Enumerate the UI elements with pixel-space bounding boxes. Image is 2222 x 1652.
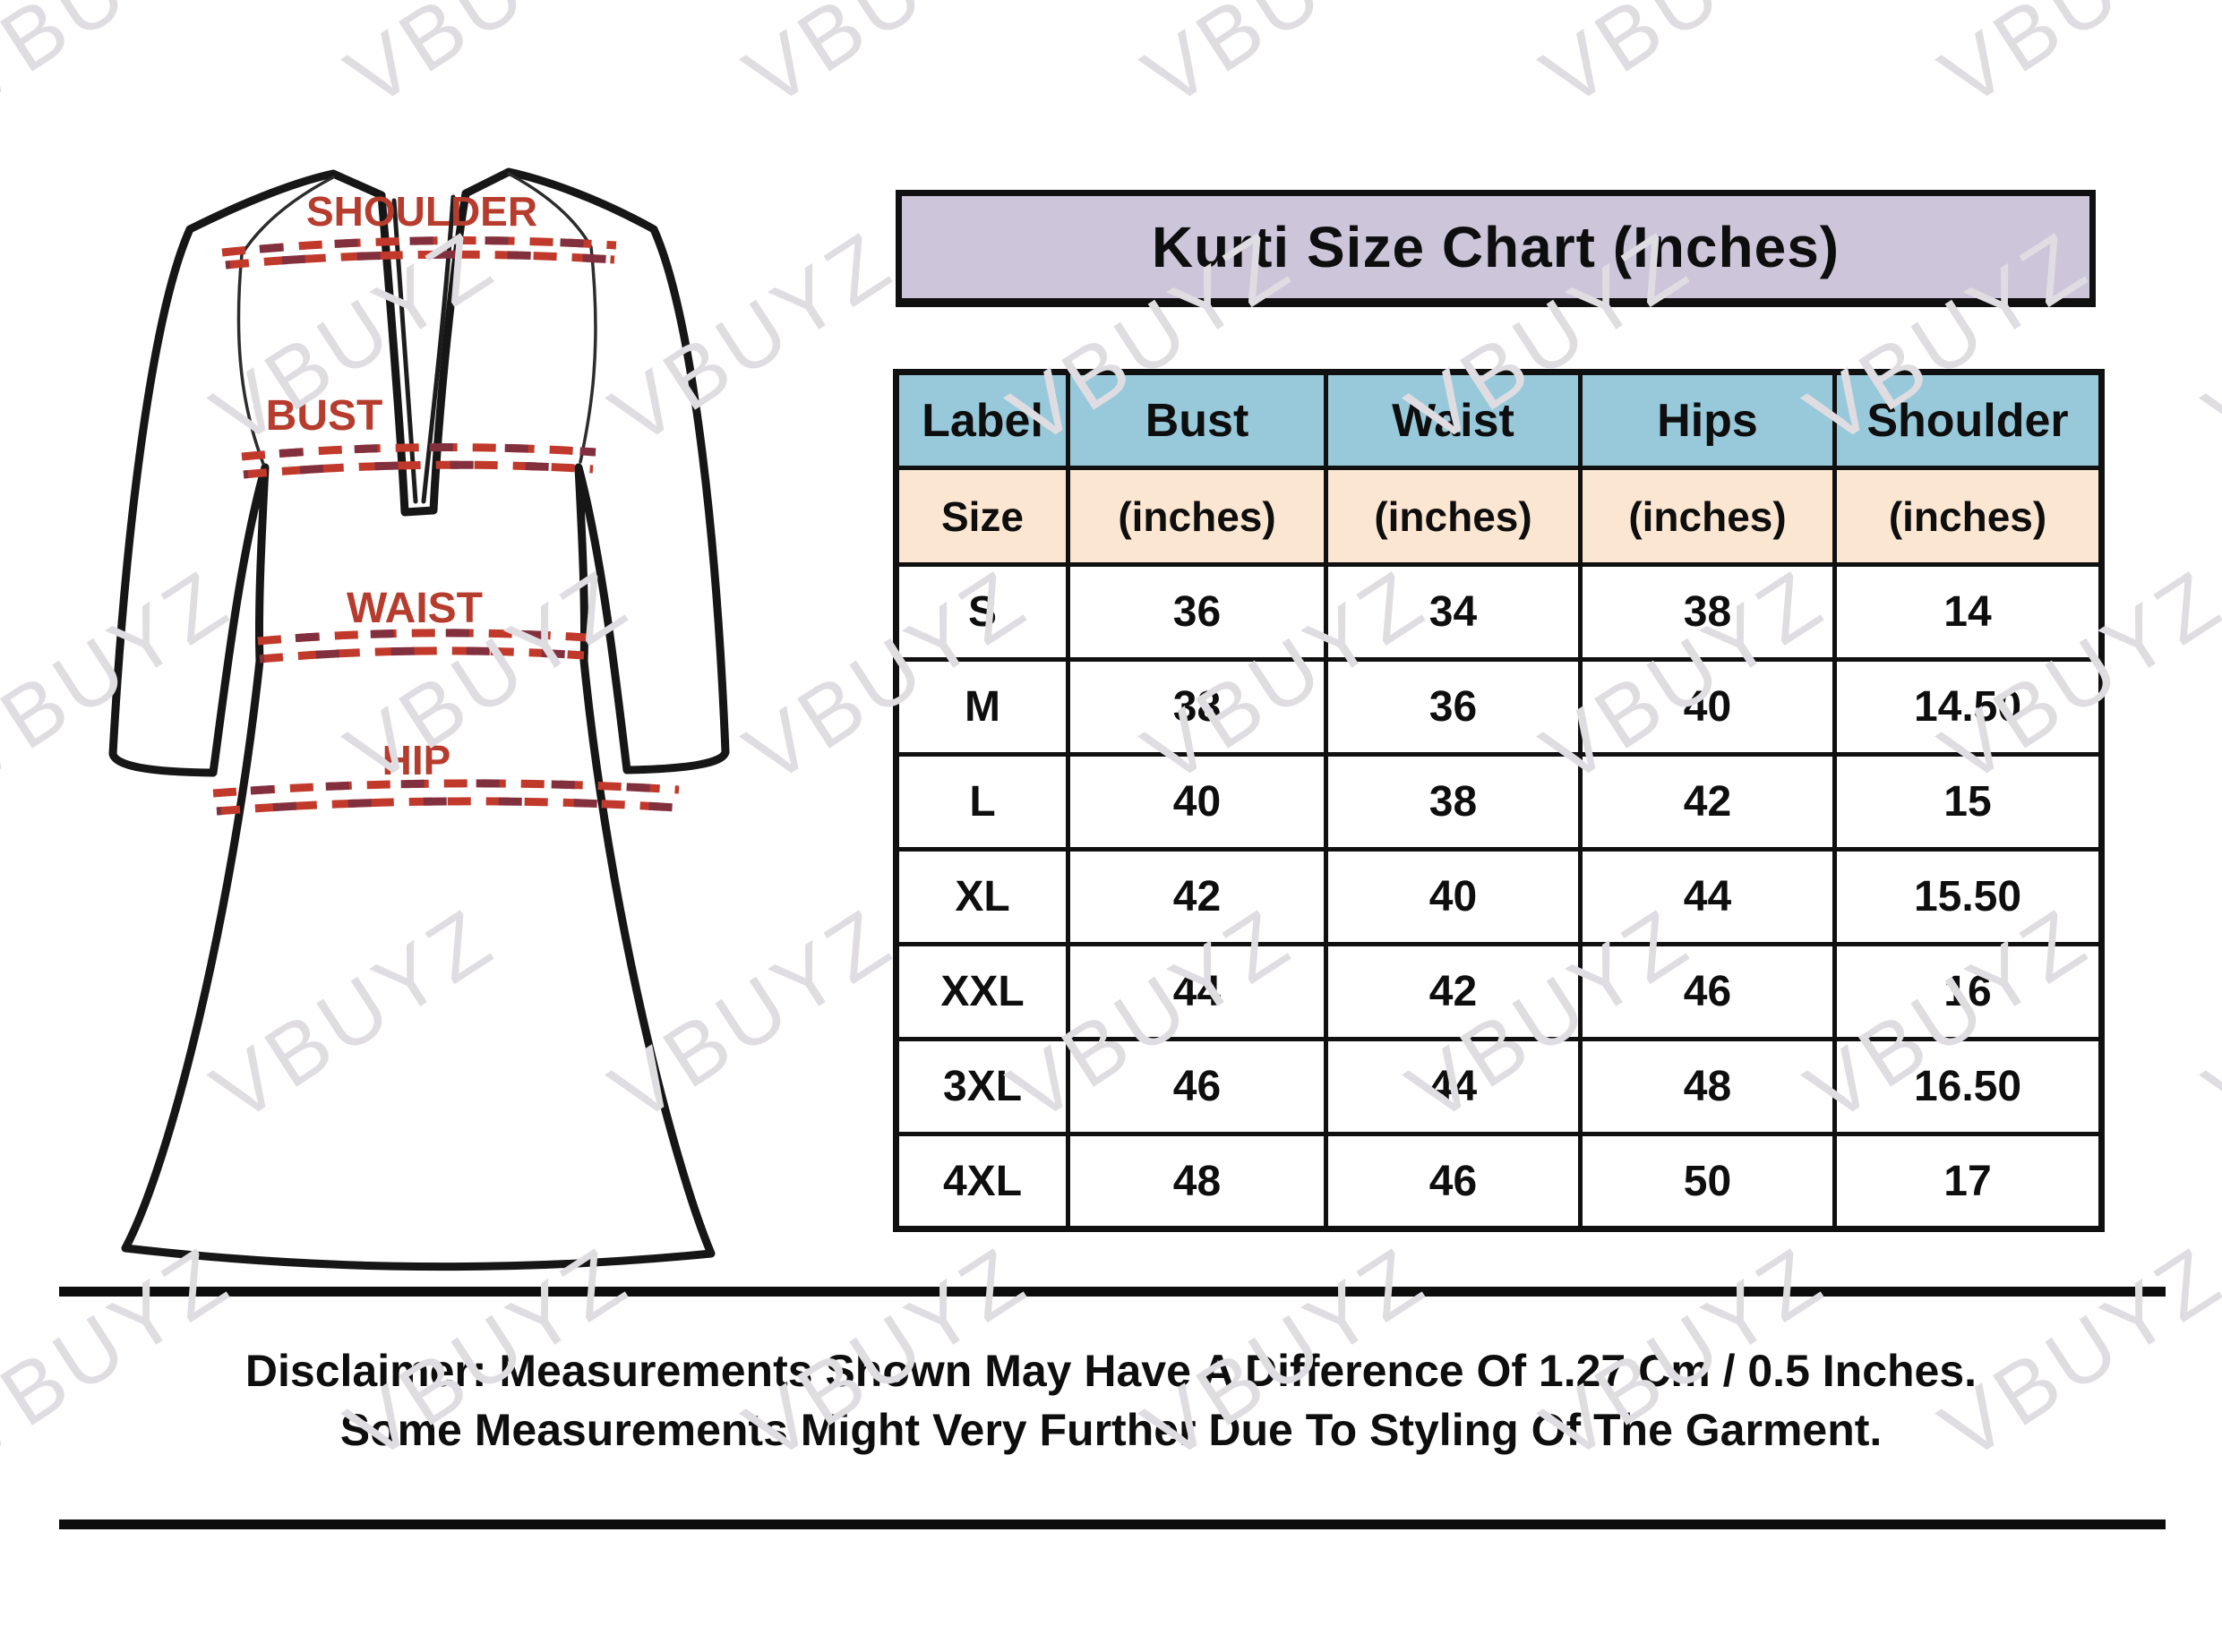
hip-dash-line-2 [216, 797, 677, 816]
waist-dash-line-1b [257, 629, 588, 646]
shoulder-label: SHOULDER [306, 188, 537, 235]
header-shoulder: Shoulder [1832, 370, 2104, 470]
bust-dash-line-1b [241, 443, 596, 461]
hip-label: HIP [382, 737, 451, 783]
measurement-cell: 14.50 [1832, 657, 2104, 757]
waist-dash-line-2 [259, 646, 585, 663]
table-row: XXL 44 42 46 16 [894, 942, 2104, 1041]
measurement-cell: 42 [1578, 752, 1837, 852]
header-waist: Waist [1324, 370, 1583, 470]
chart-title-bar: Kurti Size Chart (Inches) [896, 190, 2096, 307]
measurement-cell: 44 [1066, 942, 1328, 1041]
shoulder-dash-line-1b [221, 236, 617, 257]
measurement-cell: 34 [1324, 562, 1583, 662]
size-cell: 4XL [894, 1132, 1070, 1231]
subheader-waist-unit: (inches) [1324, 466, 1583, 567]
placket-line-left [391, 198, 418, 504]
measurement-cell: 48 [1578, 1037, 1837, 1136]
table-row: L 40 38 42 15 [894, 752, 2104, 852]
table-row: M 38 36 40 14.50 [894, 657, 2104, 757]
measurement-cell: 17 [1832, 1132, 2104, 1231]
bust-dash-line-2 [243, 460, 594, 479]
measurement-cell: 42 [1066, 847, 1328, 946]
disclaimer-line-2: Some Measurements Might Very Further Due… [339, 1405, 1883, 1455]
table-subheader-row: Size (inches) (inches) (inches) (inches) [894, 466, 2104, 567]
measurement-cell: 15.50 [1832, 847, 2104, 946]
bust-label: BUST [266, 392, 383, 440]
measurement-cell: 16 [1832, 942, 2104, 1041]
measurement-cell: 48 [1066, 1132, 1328, 1231]
measurement-cell: 46 [1324, 1132, 1583, 1231]
table-row: XL 42 40 44 15.50 [894, 847, 2104, 946]
measurement-cell: 14 [1832, 562, 2104, 662]
hip-dash-line-2b [216, 797, 677, 816]
vbuyz-watermark: VBUYZ [1127, 0, 1443, 126]
size-cell: L [894, 752, 1070, 852]
table-row: 3XL 46 44 48 16.50 [894, 1037, 2104, 1136]
header-hips: Hips [1578, 370, 1837, 470]
subheader-size: Size [894, 466, 1070, 567]
measurement-cell: 40 [1066, 752, 1328, 852]
vbuyz-watermark: VBUYZ [728, 0, 1044, 126]
measurement-cell: 46 [1066, 1037, 1328, 1136]
divider-top [59, 1287, 2166, 1297]
header-bust: Bust [1066, 370, 1328, 470]
table-row: 4XL 48 46 50 17 [894, 1132, 2104, 1231]
size-cell: 3XL [894, 1037, 1070, 1136]
subheader-hips-unit: (inches) [1578, 466, 1837, 567]
vbuyz-watermark: VBUYZ [0, 0, 248, 126]
measurement-cell: 38 [1066, 657, 1328, 757]
vbuyz-watermark: VBUYZ [1525, 0, 1841, 126]
kurti-measurement-diagram: SHOULDER BUST WAIST HIP [90, 143, 770, 1298]
hip-dash-line-1 [212, 779, 680, 798]
measurement-cell: 44 [1324, 1037, 1583, 1136]
size-cell: XXL [894, 942, 1070, 1041]
table-row: S 36 34 38 14 [894, 562, 2104, 662]
measurement-cell: 40 [1324, 847, 1583, 946]
kurti-silhouette [108, 167, 730, 1271]
subheader-bust-unit: (inches) [1066, 466, 1328, 567]
vbuyz-watermark: VBUYZ [2188, 212, 2222, 464]
waist-label: WAIST [347, 585, 483, 632]
measurement-cell: 36 [1324, 657, 1583, 757]
page-title: Kurti Size Chart (Inches) [1151, 215, 1840, 279]
right-shoulder-seam [507, 172, 597, 464]
size-cell: XL [894, 847, 1070, 946]
measurement-cell: 44 [1578, 847, 1837, 946]
measurement-cell: 46 [1578, 942, 1837, 1041]
size-cell: S [894, 562, 1070, 662]
measurement-cell: 42 [1324, 942, 1583, 1041]
vbuyz-watermark: VBUYZ [1924, 0, 2222, 126]
subheader-shoulder-unit: (inches) [1832, 466, 2104, 567]
vbuyz-watermark: VBUYZ [330, 0, 646, 126]
measurement-cell: 16.50 [1832, 1037, 2104, 1136]
disclaimer-line-1: Disclaimer: Measurements Shown May Have … [245, 1346, 1977, 1396]
measurement-cell: 38 [1324, 752, 1583, 852]
placket-line-right [421, 194, 456, 504]
shoulder-dash-line-2 [225, 250, 615, 270]
disclaimer: Disclaimer: Measurements Shown May Have … [0, 1341, 2222, 1459]
table-header-row: Label Bust Waist Hips Shoulder [894, 370, 2104, 470]
size-cell: M [894, 657, 1070, 757]
measurement-cell: 40 [1578, 657, 1837, 757]
size-table: Label Bust Waist Hips Shoulder Size (inc… [893, 369, 2105, 1232]
measurement-cell: 15 [1832, 752, 2104, 852]
measurement-cell: 36 [1066, 562, 1328, 662]
measurement-cell: 50 [1578, 1132, 1837, 1231]
kurti-outline-svg: SHOULDER BUST WAIST HIP [108, 167, 730, 1271]
bust-dash-line-2b [243, 460, 594, 479]
left-shoulder-seam [236, 175, 335, 466]
vbuyz-watermark: VBUYZ [2188, 889, 2222, 1141]
measurement-cell: 38 [1578, 562, 1837, 662]
divider-bottom [59, 1519, 2166, 1529]
header-label: Label [894, 370, 1070, 470]
